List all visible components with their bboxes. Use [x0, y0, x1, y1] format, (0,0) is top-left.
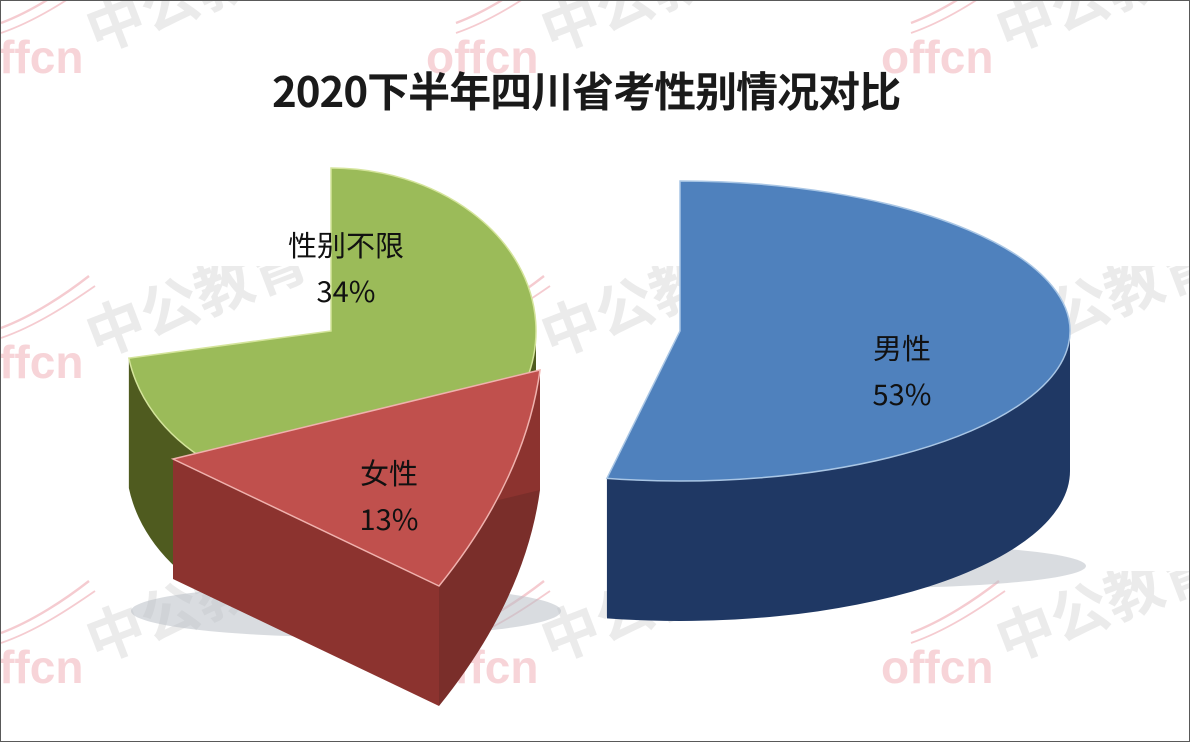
svg-text:34%: 34% [317, 269, 376, 311]
svg-text:53%: 53% [873, 372, 932, 414]
svg-text:13%: 13% [360, 497, 419, 539]
svg-text:男性: 男性 [873, 326, 931, 368]
svg-text:性别不限: 性别不限 [288, 223, 404, 265]
svg-text:女性: 女性 [360, 451, 418, 493]
